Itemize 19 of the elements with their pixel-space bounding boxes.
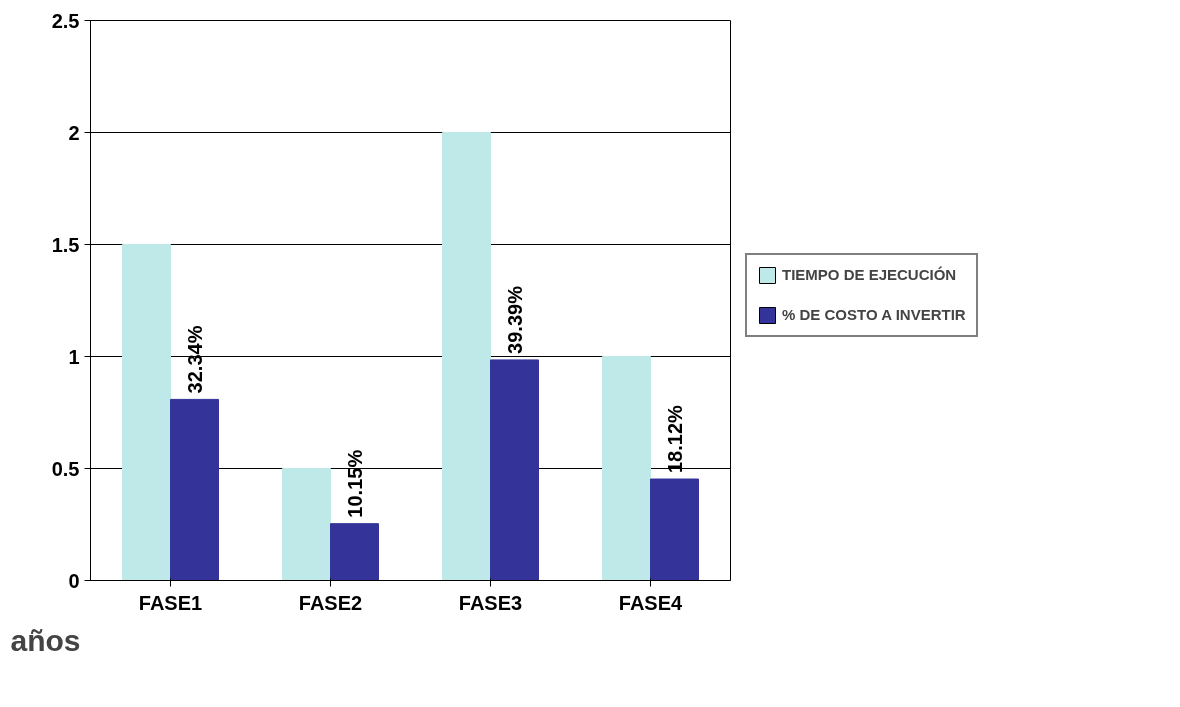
y-tick-label: 0.5 xyxy=(51,457,80,480)
data-label: 39.39% xyxy=(503,285,526,354)
bar xyxy=(602,356,651,581)
x-tick-label: FASE1 xyxy=(138,591,203,614)
legend-label: TIEMPO DE EJECUCIÓN xyxy=(782,266,957,283)
data-label: 10.15% xyxy=(343,449,366,518)
x-axis-title: años xyxy=(10,623,81,657)
y-tick-label: 0 xyxy=(68,569,80,592)
bar xyxy=(442,132,491,581)
x-tick-label: FASE2 xyxy=(298,591,363,614)
legend-label: % DE COSTO A INVERTIR xyxy=(782,306,966,323)
y-tick-label: 1 xyxy=(68,345,80,368)
y-tick-label: 2 xyxy=(68,121,80,144)
data-label: 18.12% xyxy=(663,404,686,474)
x-tick-label: FASE4 xyxy=(618,591,684,614)
x-tick-label: FASE3 xyxy=(458,591,523,614)
data-label: 32.34% xyxy=(183,325,206,394)
y-tick-label: 1.5 xyxy=(51,233,80,256)
y-tick-label: 2.5 xyxy=(51,9,80,32)
